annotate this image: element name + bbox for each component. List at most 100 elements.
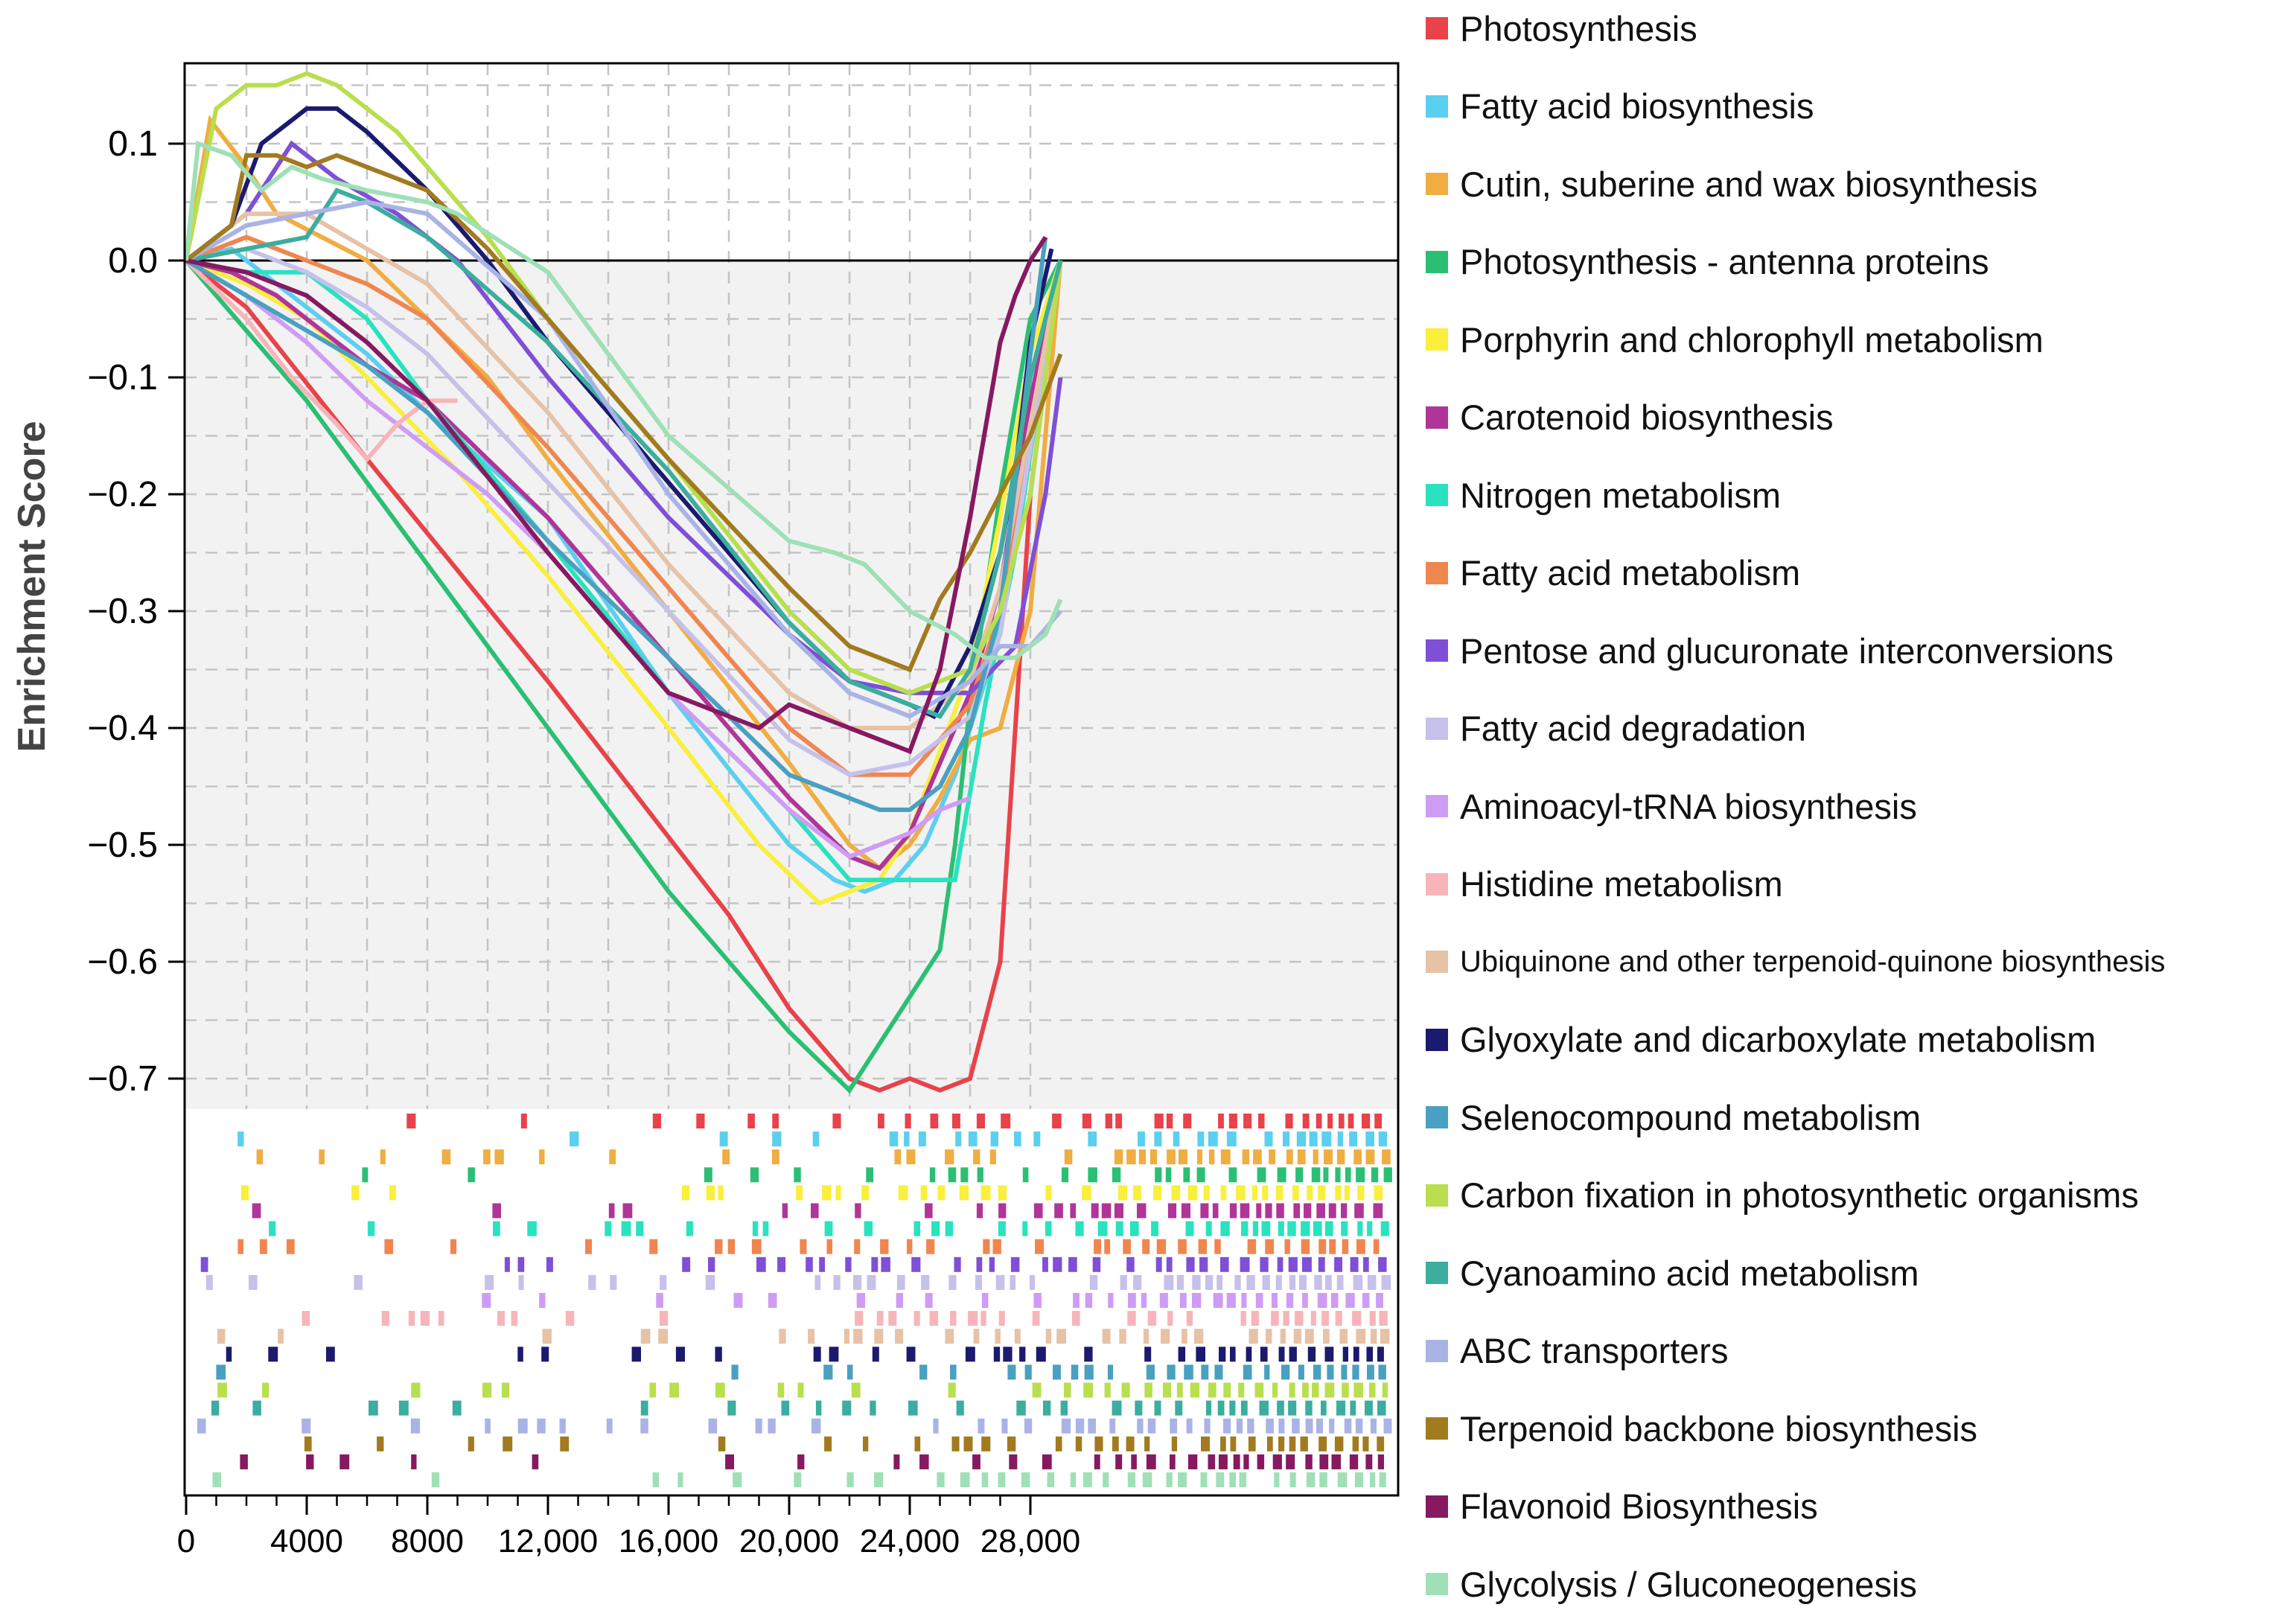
hit-mark xyxy=(1010,1274,1016,1290)
hit-mark xyxy=(973,1329,980,1344)
hit-mark xyxy=(1295,1311,1304,1326)
legend-label: Photosynthesis xyxy=(1460,8,1697,48)
hit-mark xyxy=(715,1239,723,1254)
legend-item: Carbon fixation in photosynthetic organi… xyxy=(1426,1173,2139,1218)
hit-mark xyxy=(747,1114,755,1128)
hit-mark xyxy=(381,1311,389,1326)
x-tick-label: 20,000 xyxy=(739,1523,840,1559)
hit-mark xyxy=(527,1221,537,1236)
hit-mark xyxy=(705,1274,715,1290)
hit-mark xyxy=(1164,1274,1174,1290)
hit-mark xyxy=(1277,1167,1286,1183)
hit-mark xyxy=(1272,1454,1282,1469)
hit-mark xyxy=(1115,1454,1123,1469)
legend-swatch xyxy=(1426,250,1448,273)
hit-mark xyxy=(450,1239,457,1254)
hit-mark xyxy=(796,1185,803,1201)
hit-mark xyxy=(1142,1239,1150,1254)
hit-mark xyxy=(976,1203,983,1219)
hit-mark xyxy=(1220,1221,1230,1236)
hit-mark xyxy=(977,1167,983,1183)
legend-item: Photosynthesis xyxy=(1426,6,1697,51)
hit-mark xyxy=(1278,1347,1285,1362)
hit-mark xyxy=(389,1185,396,1201)
hit-mark xyxy=(870,1400,876,1416)
legend: Photosynthesis Fatty acid biosynthesis Cut… xyxy=(1426,0,2296,1619)
hit-mark xyxy=(762,1221,769,1236)
hit-mark xyxy=(1229,1472,1237,1487)
hit-mark xyxy=(824,1221,833,1236)
legend-item: Porphyrin and chlorophyll metabolism xyxy=(1426,317,2044,362)
hit-mark xyxy=(863,1436,869,1452)
hit-mark xyxy=(925,1203,933,1219)
hit-mark xyxy=(605,1221,612,1236)
hit-mark xyxy=(1181,1203,1190,1219)
hit-mark xyxy=(1353,1274,1363,1290)
hit-mark xyxy=(981,1436,991,1452)
hit-mark xyxy=(1255,1293,1263,1308)
hit-mark xyxy=(1073,1293,1080,1308)
hit-mark xyxy=(1300,1436,1308,1452)
hit-mark xyxy=(485,1274,494,1290)
hit-mark xyxy=(1153,1185,1162,1201)
hit-mark xyxy=(1352,1436,1359,1452)
hit-mark xyxy=(1370,1418,1377,1434)
hit-mark xyxy=(751,1239,762,1254)
hit-mark xyxy=(1201,1364,1209,1380)
hit-mark xyxy=(918,1131,926,1147)
hit-mark xyxy=(981,1472,989,1487)
hit-mark xyxy=(1088,1131,1097,1147)
hit-mark xyxy=(1200,1472,1208,1487)
hit-mark xyxy=(1240,1256,1250,1272)
hit-mark xyxy=(907,1239,913,1254)
hit-mark xyxy=(1114,1203,1123,1219)
legend-label: Photosynthesis - antenna proteins xyxy=(1460,242,1989,281)
hit-mark xyxy=(1144,1382,1152,1398)
hit-mark xyxy=(1186,1311,1193,1326)
hit-mark xyxy=(1307,1185,1313,1201)
hit-mark xyxy=(1249,1329,1258,1344)
hit-mark xyxy=(1155,1256,1162,1272)
legend-label: Nitrogen metabolism xyxy=(1460,475,1782,515)
hit-mark xyxy=(1137,1203,1147,1219)
hit-mark xyxy=(431,1472,440,1487)
hit-mark xyxy=(1379,1472,1386,1487)
hit-mark xyxy=(960,1472,970,1487)
hit-mark xyxy=(1068,1256,1077,1272)
hit-mark xyxy=(808,1329,815,1344)
hit-mark xyxy=(682,1256,691,1272)
hit-mark xyxy=(715,1382,725,1398)
hit-mark xyxy=(989,1149,996,1165)
hit-mark xyxy=(1147,1418,1156,1434)
hit-mark xyxy=(829,1347,839,1362)
hit-mark xyxy=(815,1400,822,1416)
hit-mark xyxy=(1289,1436,1296,1452)
legend-label: Histidine metabolism xyxy=(1460,864,1783,904)
hit-mark xyxy=(1325,1274,1332,1290)
legend-item: Pentose and glucuronate interconversions xyxy=(1426,628,2114,673)
hit-mark xyxy=(1318,1185,1326,1201)
hit-mark xyxy=(1335,1311,1342,1326)
hit-mark xyxy=(1269,1149,1275,1165)
hit-mark xyxy=(1071,1311,1080,1326)
hit-mark xyxy=(861,1185,869,1201)
hit-mark xyxy=(1208,1454,1216,1469)
hit-mark xyxy=(1252,1221,1259,1236)
hit-mark xyxy=(1083,1472,1092,1487)
series-line-21 xyxy=(184,140,1063,660)
hit-mark xyxy=(898,1185,908,1201)
hit-mark xyxy=(1043,1400,1051,1416)
hit-mark xyxy=(1341,1203,1348,1219)
hit-mark xyxy=(704,1167,712,1183)
hit-mark xyxy=(652,1472,659,1487)
hit-mark xyxy=(1349,1131,1357,1147)
hit-mark xyxy=(1070,1203,1077,1219)
hit-mark xyxy=(249,1274,258,1290)
hit-mark xyxy=(441,1149,451,1165)
y-tick-label: −0.5 xyxy=(87,826,158,865)
hit-mark xyxy=(485,1418,491,1434)
hit-mark xyxy=(1115,1221,1123,1236)
hit-mark xyxy=(1353,1382,1363,1398)
hit-mark xyxy=(1276,1203,1284,1219)
plot-frame xyxy=(183,62,1400,1497)
